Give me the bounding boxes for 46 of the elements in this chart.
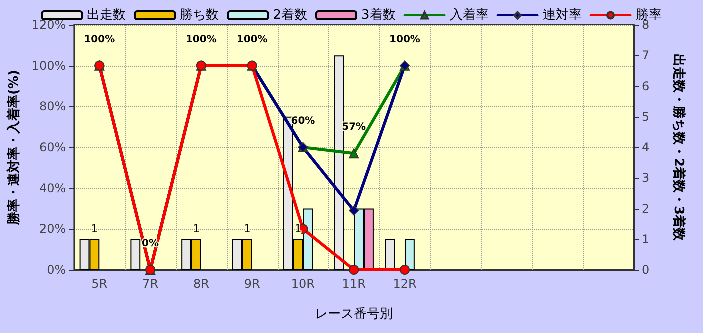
point bbox=[349, 265, 360, 275]
legend-label: 連対率 bbox=[542, 7, 582, 23]
y-tick-label: 0% bbox=[47, 263, 66, 277]
data-label: 1 bbox=[91, 222, 98, 236]
legend-label: 勝ち数 bbox=[180, 8, 220, 23]
y2-axis-title: 出走数・勝ち数・2着数・3着数 bbox=[671, 54, 687, 242]
y-tick-label: 80% bbox=[40, 100, 66, 114]
y-tick-label: 60% bbox=[40, 140, 66, 154]
y2-tick-label: 5 bbox=[642, 110, 650, 124]
y-tick-label: 120% bbox=[32, 18, 66, 32]
legend-label: 3着数 bbox=[362, 7, 396, 23]
data-label: 100% bbox=[186, 34, 217, 46]
y-tick-label: 20% bbox=[40, 222, 66, 236]
data-label: 1 bbox=[192, 222, 200, 236]
x-tick-label: 12R bbox=[393, 277, 417, 291]
bar bbox=[130, 239, 141, 270]
x-tick-label: 10R bbox=[291, 277, 316, 291]
x-tick-label: 9R bbox=[244, 277, 260, 291]
y2-tick-label: 7 bbox=[642, 48, 650, 63]
data-label: 100% bbox=[390, 34, 420, 46]
y-axis-title: 勝率・連対率・入着率(%) bbox=[6, 70, 22, 226]
y2-tick-label: 1 bbox=[642, 232, 650, 246]
point bbox=[349, 148, 360, 159]
point bbox=[349, 206, 360, 216]
y2-tick-label: 6 bbox=[642, 79, 650, 94]
legend-label: 2着数 bbox=[273, 7, 308, 23]
x-tick-label: 8R bbox=[193, 277, 210, 291]
y2-tick-label: 3 bbox=[642, 171, 650, 186]
bar bbox=[385, 239, 396, 270]
data-label: 1 bbox=[244, 222, 251, 236]
point bbox=[400, 265, 410, 275]
y2-tick-label: 4 bbox=[642, 140, 650, 154]
x-tick-label: 7R bbox=[142, 277, 159, 291]
legend-label: 入着率 bbox=[450, 7, 489, 23]
x-tick-label: 11R bbox=[342, 277, 366, 291]
y2-tick-label: 2 bbox=[642, 202, 650, 216]
data-label: 100% bbox=[236, 34, 268, 46]
y-tick-label: 40% bbox=[40, 181, 66, 196]
y-tick-label: 100% bbox=[32, 58, 66, 73]
bar bbox=[334, 56, 344, 270]
legend-label: 出走数 bbox=[87, 8, 126, 23]
x-axis-title: レース番号別 bbox=[315, 307, 394, 322]
y2-tick-label: 0 bbox=[642, 263, 650, 277]
data-label: 100% bbox=[84, 34, 116, 46]
bar bbox=[404, 239, 415, 270]
x-tick-label: 5R bbox=[92, 277, 108, 291]
